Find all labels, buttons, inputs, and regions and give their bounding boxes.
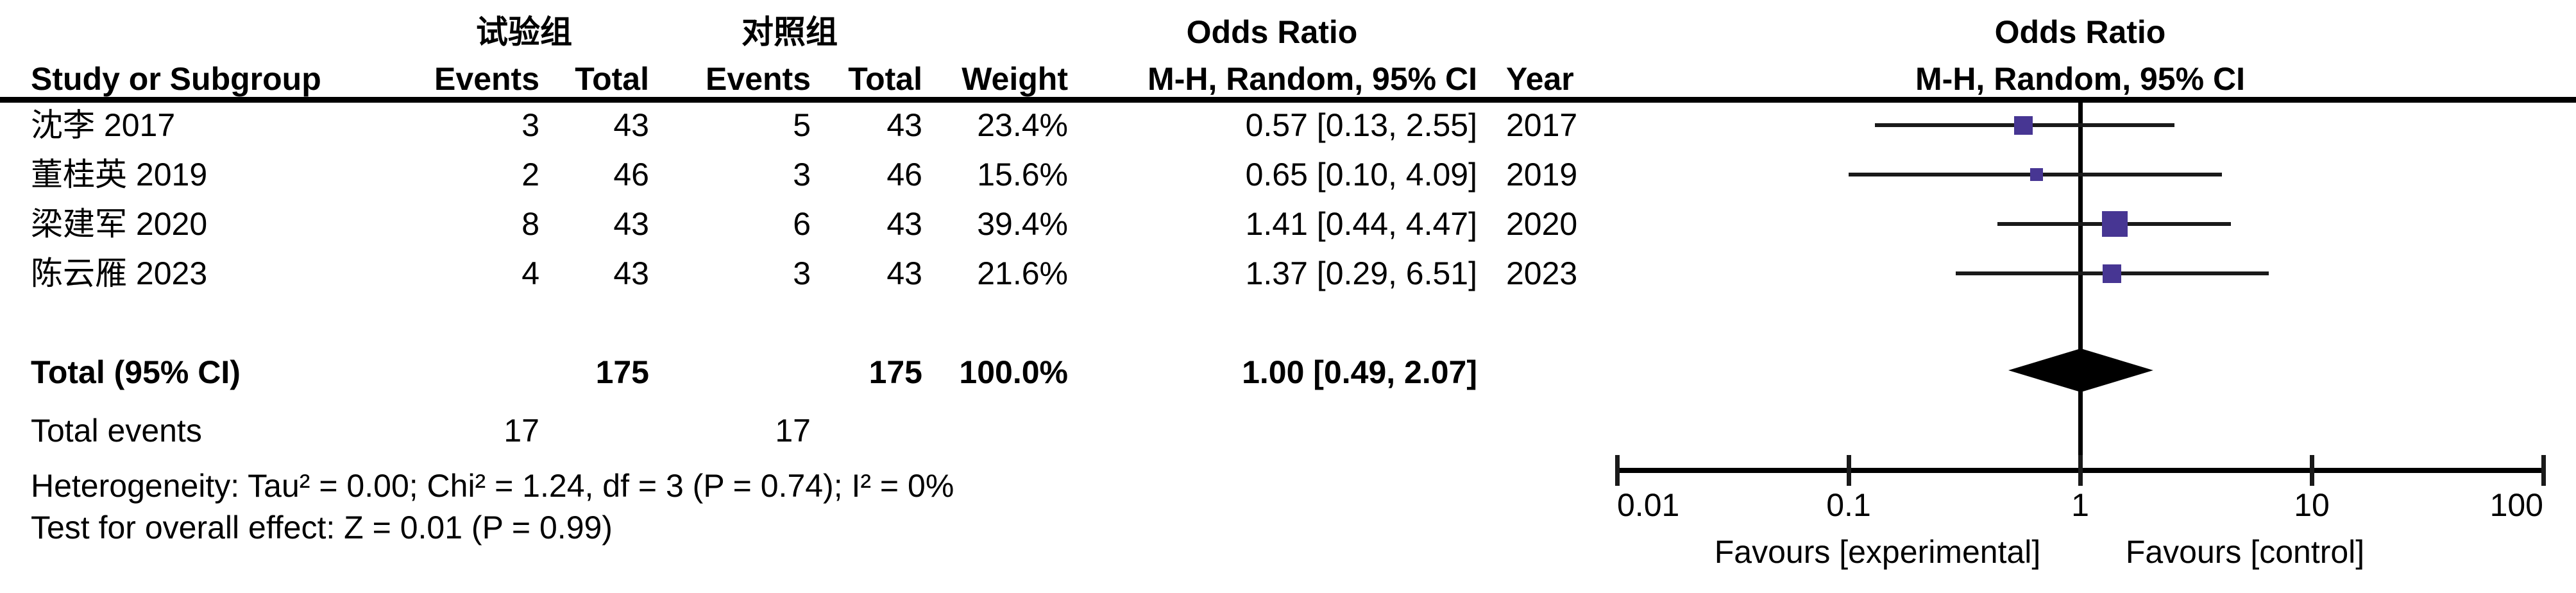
col-total-ctrl: Total	[848, 61, 922, 97]
axis-tick	[2078, 455, 2083, 486]
events-ctrl-value: 3	[793, 255, 811, 291]
total-ci-text: 1.00 [0.49, 2.07]	[1242, 354, 1477, 390]
total-ctrl-value: 43	[886, 206, 922, 242]
total-exp-value: 43	[613, 255, 649, 291]
plot-ci-method-header: M-H, Random, 95% CI	[1915, 61, 2245, 97]
ci-text-value: 0.57 [0.13, 2.55]	[1245, 107, 1477, 143]
weight-square	[2014, 116, 2033, 135]
experimental-group-header: 试验组	[476, 14, 572, 50]
axis-tick-label: 100	[2489, 487, 2543, 523]
col-events-ctrl: Events	[706, 61, 811, 97]
heterogeneity-text: Heterogeneity: Tau² = 0.00; Chi² = 1.24,…	[31, 468, 954, 504]
events-ctrl-value: 5	[793, 107, 811, 143]
col-events-exp: Events	[434, 61, 539, 97]
total-ctrl-value: 43	[886, 255, 922, 291]
total-exp-value: 43	[613, 206, 649, 242]
total-events-exp: 17	[504, 413, 539, 449]
events-exp-value: 8	[521, 206, 539, 242]
weight-square	[2102, 264, 2121, 283]
study-label: 陈云雁 2023	[31, 255, 208, 291]
total-ctrl-value: 43	[886, 107, 922, 143]
year-value: 2023	[1506, 255, 1578, 291]
axis-tick	[1846, 455, 1851, 486]
summary-diamond	[2008, 348, 2154, 392]
weight-value: 15.6%	[977, 157, 1068, 193]
col-year: Year	[1506, 61, 1574, 97]
weight-value: 21.6%	[977, 255, 1068, 291]
events-ctrl-value: 6	[793, 206, 811, 242]
axis-tick-label: 0.01	[1617, 487, 1680, 523]
null-effect-line	[2078, 103, 2083, 486]
axis-tick-label: 10	[2294, 487, 2330, 523]
ci-text-value: 0.65 [0.10, 4.09]	[1245, 157, 1477, 193]
overall-effect-text: Test for overall effect: Z = 0.01 (P = 0…	[31, 510, 613, 546]
events-exp-value: 2	[521, 157, 539, 193]
year-value: 2019	[1506, 157, 1578, 193]
total-events-ctrl: 17	[775, 413, 811, 449]
col-study-or-subgroup: Study or Subgroup	[31, 61, 321, 97]
study-label: 董桂英 2019	[31, 157, 208, 193]
favours-experimental-label: Favours [experimental]	[1714, 534, 2041, 570]
year-value: 2020	[1506, 206, 1578, 242]
weight-value: 39.4%	[977, 206, 1068, 242]
ci-text-value: 1.37 [0.29, 6.51]	[1245, 255, 1477, 291]
axis-tick-label: 0.1	[1826, 487, 1871, 523]
total-exp-n: 175	[595, 354, 649, 390]
weight-square	[2030, 168, 2044, 181]
total-row-label: Total (95% CI)	[31, 354, 241, 390]
study-label: 梁建军 2020	[31, 206, 208, 242]
col-ci-method: M-H, Random, 95% CI	[1148, 61, 1477, 97]
total-events-label: Total events	[31, 413, 202, 449]
events-exp-value: 4	[521, 255, 539, 291]
events-ctrl-value: 3	[793, 157, 811, 193]
header-rule	[0, 97, 2576, 103]
odds-ratio-header-left: Odds Ratio	[1186, 14, 1358, 50]
total-ctrl-value: 46	[886, 157, 922, 193]
study-label: 沈李 2017	[31, 107, 176, 143]
axis-tick	[1614, 455, 1620, 486]
axis-tick	[2309, 455, 2314, 486]
year-value: 2017	[1506, 107, 1578, 143]
total-exp-value: 43	[613, 107, 649, 143]
ci-text-value: 1.41 [0.44, 4.47]	[1245, 206, 1477, 242]
axis-tick-label: 1	[2071, 487, 2089, 523]
total-exp-value: 46	[613, 157, 649, 193]
total-ctrl-n: 175	[869, 354, 922, 390]
weight-value: 23.4%	[977, 107, 1068, 143]
axis-tick	[2541, 455, 2546, 486]
events-exp-value: 3	[521, 107, 539, 143]
col-weight: Weight	[962, 61, 1068, 97]
odds-ratio-header-right: Odds Ratio	[1994, 14, 2166, 50]
col-total-exp: Total	[575, 61, 649, 97]
weight-square	[2101, 211, 2128, 237]
control-group-header: 对照组	[741, 14, 838, 50]
favours-control-label: Favours [control]	[2125, 534, 2365, 570]
total-weight: 100.0%	[959, 354, 1068, 390]
